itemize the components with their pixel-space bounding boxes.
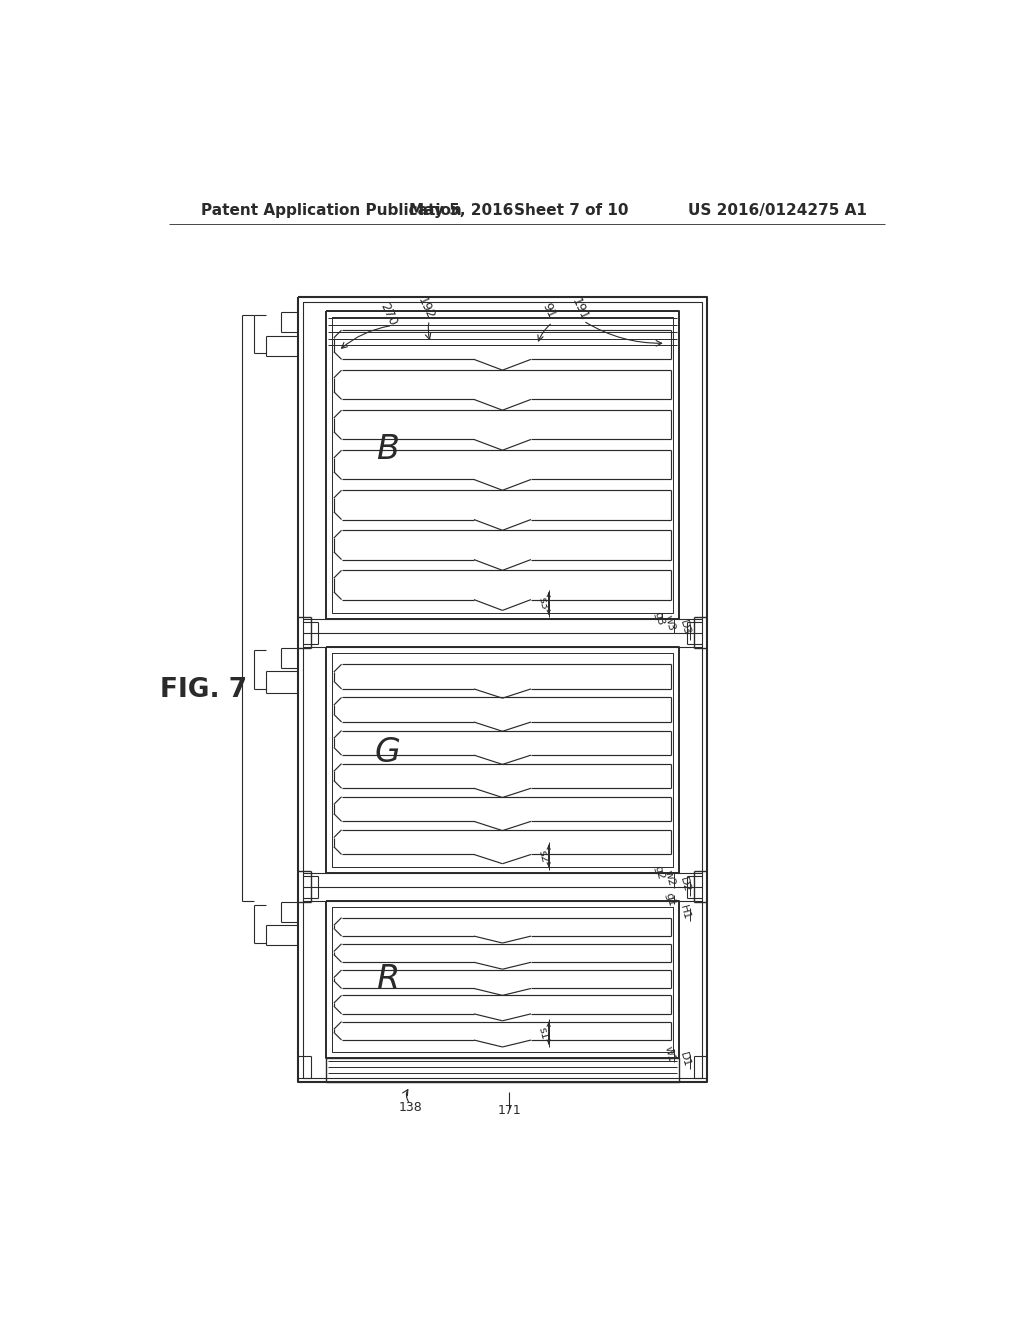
Text: 138: 138 bbox=[398, 1101, 422, 1114]
Text: Patent Application Publication: Patent Application Publication bbox=[202, 203, 462, 218]
Text: Sheet 7 of 10: Sheet 7 of 10 bbox=[514, 203, 629, 218]
Text: w2: w2 bbox=[663, 869, 677, 887]
Text: US 2016/0124275 A1: US 2016/0124275 A1 bbox=[688, 203, 866, 218]
Text: g1: g1 bbox=[663, 891, 676, 907]
Text: s2: s2 bbox=[536, 849, 549, 863]
Text: D2: D2 bbox=[678, 875, 692, 894]
Text: 91: 91 bbox=[540, 301, 558, 321]
Text: g3: g3 bbox=[652, 610, 666, 626]
Text: 191: 191 bbox=[568, 296, 591, 323]
Text: R: R bbox=[376, 962, 399, 995]
Text: H1: H1 bbox=[678, 904, 692, 921]
Text: w1: w1 bbox=[663, 1045, 677, 1063]
Text: s3: s3 bbox=[536, 597, 549, 611]
Text: 171: 171 bbox=[498, 1104, 521, 1117]
Text: D3: D3 bbox=[678, 619, 692, 636]
Text: w3: w3 bbox=[663, 614, 677, 632]
Text: g2: g2 bbox=[652, 865, 666, 882]
Text: 270: 270 bbox=[378, 301, 399, 327]
Text: May 5, 2016: May 5, 2016 bbox=[410, 203, 514, 218]
Text: B: B bbox=[376, 433, 399, 466]
Text: G: G bbox=[375, 735, 400, 768]
Text: D1: D1 bbox=[678, 1051, 692, 1069]
Text: FIG. 7: FIG. 7 bbox=[160, 677, 247, 702]
Text: 192: 192 bbox=[415, 296, 436, 322]
Text: s1: s1 bbox=[536, 1026, 549, 1040]
